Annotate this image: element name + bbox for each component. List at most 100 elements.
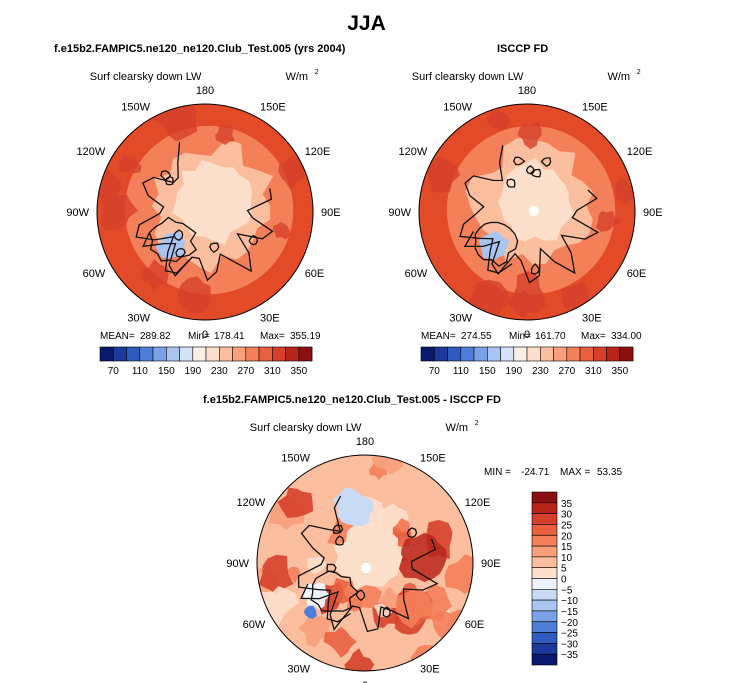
lon-label-30w: 30W <box>449 313 472 325</box>
coast-island <box>209 242 220 254</box>
colorbar-swatch <box>566 346 581 362</box>
units-label: W/m <box>607 71 630 83</box>
colorbar-swatch <box>285 346 300 362</box>
field-warm-patch <box>177 276 211 314</box>
colorbar-tick-label: 150 <box>158 366 175 377</box>
stat-max-value: 355.19 <box>290 331 321 342</box>
lon-label-30w: 30W <box>287 664 310 676</box>
lon-label-120e: 120E <box>305 146 331 158</box>
colorbar-swatch <box>531 513 558 525</box>
pole-missing-data <box>361 563 371 573</box>
field-diff-patch <box>371 455 408 475</box>
coast-island <box>173 229 184 242</box>
stat-mean-label: MEAN= <box>100 331 135 342</box>
units-label: W/m <box>285 71 308 83</box>
lon-label-180: 180 <box>356 436 374 448</box>
colorbar-swatch <box>245 346 260 362</box>
field-diff-arctic <box>333 520 403 591</box>
stat-max-label: Max= <box>581 331 606 342</box>
map-field-diff <box>257 455 473 671</box>
lon-label-180: 180 <box>196 85 214 97</box>
colorbar-swatch <box>531 491 558 504</box>
lon-label-180: 180 <box>518 85 536 97</box>
colorbar-swatch <box>205 346 220 362</box>
coast-eurasia <box>300 538 439 633</box>
colorbar-tick-label: 20 <box>561 531 573 542</box>
coast-island <box>326 563 337 573</box>
colorbar-tick-label: 30 <box>561 510 573 521</box>
variable-label: Surf clearsky down LW <box>412 71 524 83</box>
panel-title-diff: f.e15b2.FAMPIC5.ne120_ne120.Club_Test.00… <box>203 394 501 406</box>
stat-max-value: 334.00 <box>611 331 642 342</box>
coastlines <box>135 142 274 282</box>
stat-mean-label: MEAN= <box>421 331 456 342</box>
map-field-obs <box>419 104 635 320</box>
colorbar-swatch <box>531 534 558 547</box>
lon-label-150e: 150E <box>582 101 608 113</box>
coast-eurasia <box>463 189 600 284</box>
field-diff-patch <box>380 586 400 609</box>
coast-island <box>334 535 345 546</box>
field-warm-patch <box>215 124 235 146</box>
field-diff-patch <box>344 648 375 671</box>
colorbar-swatch <box>113 346 127 362</box>
colorbar-swatch <box>553 346 568 362</box>
lon-label-150w: 150W <box>443 101 472 113</box>
colorbar-swatch <box>179 346 194 362</box>
stat-mean-value: 274.55 <box>461 331 492 342</box>
coast-island <box>332 524 344 534</box>
lon-label-90w: 90W <box>388 207 411 219</box>
lon-label-60w: 60W <box>405 268 428 280</box>
lon-label-120e: 120E <box>465 497 491 509</box>
colorbar-swatch <box>531 578 558 590</box>
units-superscript: 2 <box>637 69 641 76</box>
lon-label-30e: 30E <box>582 313 602 325</box>
field-warm-patch <box>427 156 461 193</box>
field-diff-patch <box>327 508 370 552</box>
field-diff-patch <box>395 589 433 629</box>
field-diff-cool-spot <box>303 605 317 619</box>
colorbar-swatch <box>152 346 167 362</box>
colorbar-swatch <box>447 346 462 362</box>
colorbar-swatch <box>126 346 141 362</box>
colorbar-tick-label: −15 <box>561 607 578 618</box>
stat-max-label: MAX = <box>560 467 590 478</box>
coast-greenland <box>310 570 359 612</box>
units-superscript: 2 <box>315 69 319 76</box>
colorbar-swatch <box>271 346 286 362</box>
pole-missing-data <box>529 206 539 216</box>
stat-max-value: 53.35 <box>597 467 622 478</box>
field-warm-patch <box>485 110 510 131</box>
lon-label-90e: 90E <box>321 207 341 219</box>
lon-label-90e: 90E <box>481 558 501 570</box>
stat-min-value: 161.70 <box>535 331 566 342</box>
field-warm-patch <box>100 194 138 232</box>
colorbar-tick-label: 190 <box>184 366 201 377</box>
colorbar-tick-label: 5 <box>561 564 567 575</box>
lon-label-60e: 60E <box>627 268 647 280</box>
map-field-model <box>97 104 313 320</box>
stat-min-value: -24.71 <box>521 467 550 478</box>
stat-min-value: 178.41 <box>214 331 245 342</box>
colorbar-swatch <box>592 346 607 362</box>
field-warm-patch <box>278 155 305 191</box>
colorbar-tick-label: 10 <box>561 553 573 564</box>
colorbar-tick-label: −10 <box>561 596 578 607</box>
colorbar-swatch <box>531 524 558 536</box>
colorbar-swatch <box>526 346 541 362</box>
lon-label-0: 0 <box>362 680 368 683</box>
lon-label-30e: 30E <box>260 313 280 325</box>
stat-mean-value: 289.82 <box>140 331 171 342</box>
colorbar-obs: 70 110 150 190 230 270 310 350 MEAN= 274.55 Min= 16… <box>420 331 642 377</box>
colorbar-tick-label: 70 <box>108 366 120 377</box>
lon-label-120w: 120W <box>237 497 266 509</box>
lon-label-60w: 60W <box>83 268 106 280</box>
colorbar-tick-label: 70 <box>429 366 441 377</box>
coast-island <box>165 175 174 186</box>
coast-island <box>525 164 536 175</box>
figure-title: JJA <box>347 12 386 35</box>
coast-eurasia <box>142 188 274 282</box>
stat-max-label: Max= <box>260 331 285 342</box>
field-diff-patch <box>298 616 334 648</box>
